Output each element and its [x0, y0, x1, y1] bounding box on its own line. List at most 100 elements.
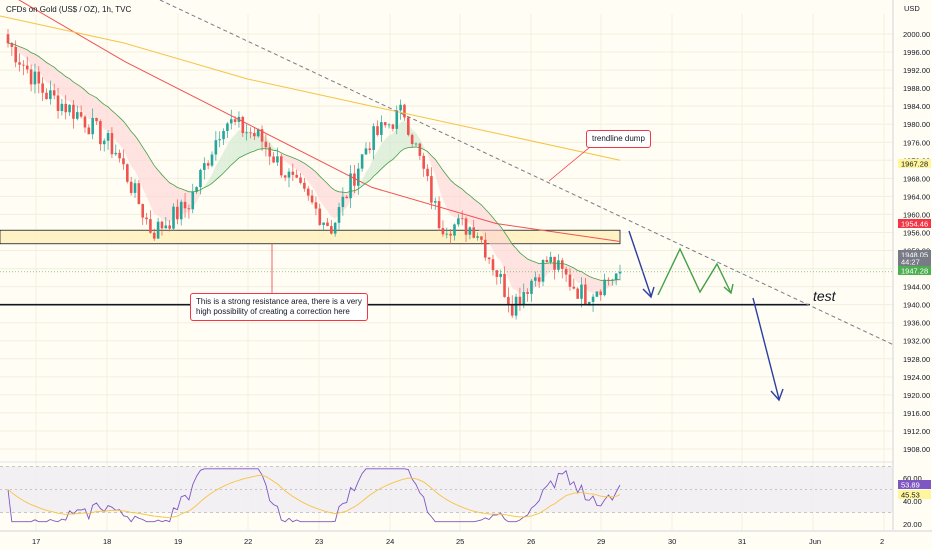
candle-body — [295, 174, 298, 178]
candle — [87, 124, 91, 135]
candle-body — [91, 118, 94, 135]
price-tick-label: 1936.00 — [903, 319, 930, 328]
price-tick-label: 1960.00 — [903, 210, 930, 219]
candle-body — [29, 69, 33, 85]
trend-cloud-segment — [127, 126, 132, 167]
trend-cloud-segment — [581, 271, 586, 289]
candle-body — [380, 122, 383, 135]
trend-cloud-segment — [81, 86, 85, 115]
candle-body — [60, 103, 64, 111]
candle — [599, 289, 603, 301]
candle-body — [464, 218, 468, 235]
trend-cloud-segment — [431, 155, 436, 175]
candle — [576, 287, 579, 299]
trend-cloud-segment — [123, 121, 128, 158]
trend-cloud-segment — [92, 95, 97, 120]
price-tick-label: 1964.00 — [903, 192, 930, 201]
candle — [391, 123, 395, 132]
candle-body — [172, 206, 175, 229]
trend-cloud-segment — [589, 276, 594, 294]
candle-body — [441, 228, 445, 235]
candle — [253, 127, 256, 141]
candle — [422, 152, 425, 177]
candle-body — [191, 191, 195, 210]
candle-body — [168, 225, 171, 229]
candle — [314, 196, 318, 216]
resistance-zone — [0, 229, 621, 245]
ma-yellow-line — [0, 15, 621, 161]
ma-red-line — [18, 0, 621, 242]
price-tag-bg — [898, 219, 931, 228]
candle-body — [364, 148, 368, 155]
candle — [306, 186, 310, 201]
trendline-callout: trendline dump — [586, 130, 651, 148]
trend-cloud-segment — [458, 186, 463, 218]
candle-body — [133, 183, 137, 193]
candle — [268, 142, 272, 166]
candle-body — [122, 158, 125, 165]
trend-cloud-segment — [73, 81, 78, 108]
time-tick-label: 26 — [527, 537, 535, 546]
candle-body — [233, 119, 237, 122]
candle-body — [179, 201, 183, 220]
candle-body — [418, 143, 422, 156]
candle-body — [206, 163, 210, 166]
candle — [229, 109, 233, 130]
candle — [480, 236, 483, 245]
candle-body — [264, 141, 268, 148]
price-tag: 1947.28 — [898, 266, 931, 276]
trend-cloud-segment — [323, 179, 328, 211]
candle-body — [176, 206, 179, 220]
candle — [376, 120, 379, 137]
trend-cloud-segment — [227, 138, 232, 169]
candle — [118, 149, 121, 163]
candle-body — [299, 177, 302, 183]
candle-body — [199, 169, 202, 188]
candle-body — [387, 124, 391, 126]
candle — [203, 157, 206, 180]
candle — [545, 256, 549, 263]
candle-body — [580, 284, 583, 299]
candle — [164, 217, 168, 229]
candle-body — [79, 112, 83, 117]
candle — [106, 130, 110, 150]
candle — [183, 193, 187, 218]
candle-body — [214, 140, 218, 155]
trend-cloud-segment — [84, 90, 89, 120]
candle-body — [253, 133, 256, 137]
trend-cloud-segment — [392, 128, 397, 160]
trend-cloud-segment — [119, 117, 124, 150]
candle — [10, 42, 14, 56]
projection-zigzag — [657, 247, 732, 296]
candle — [33, 63, 37, 94]
trend-cloud-segment — [88, 93, 93, 120]
candle — [6, 28, 10, 48]
candle-body — [587, 301, 591, 305]
candle — [614, 273, 618, 286]
trend-cloud-segment — [142, 147, 147, 197]
candle — [537, 273, 541, 288]
trend-cloud-segment — [377, 143, 382, 173]
projection-arrow-2 — [752, 297, 780, 400]
trend-cloud-segment — [519, 252, 524, 294]
trend-cloud-segment — [246, 131, 251, 155]
trend-cloud-segment — [300, 161, 305, 177]
projection-arrow-2-head — [770, 388, 784, 402]
time-tick-label: 2 — [880, 537, 884, 546]
candle — [368, 142, 372, 154]
trend-cloud-segment — [200, 186, 205, 194]
candle-body — [272, 156, 275, 163]
candle-body — [287, 171, 291, 178]
candle — [122, 149, 125, 170]
candle — [318, 203, 322, 226]
candle — [129, 176, 133, 196]
trend-cloud-segment — [281, 152, 286, 162]
trend-cloud-segment — [158, 170, 162, 219]
currency-label: USD — [904, 4, 920, 13]
trend-cloud-segment — [285, 154, 289, 164]
candle-body — [560, 260, 564, 269]
trend-cloud-segment — [500, 226, 505, 271]
trend-cloud-segment — [385, 135, 390, 166]
candle — [495, 270, 499, 285]
